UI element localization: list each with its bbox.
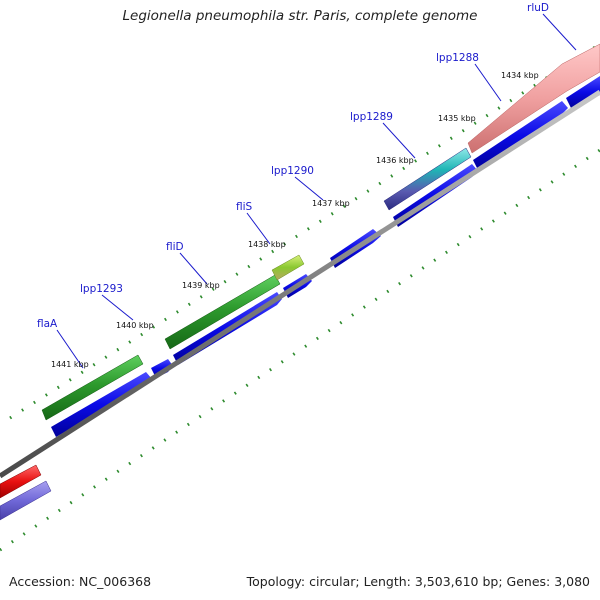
gene-bar-flaA[interactable] bbox=[41, 354, 144, 421]
outer-tick-row bbox=[9, 42, 600, 420]
scale-label-1436: 1436 kbp bbox=[376, 156, 414, 165]
cds-arrow-7[interactable] bbox=[473, 101, 568, 170]
gene-label-lpp1290[interactable]: lpp1290 bbox=[271, 165, 314, 177]
gene-label-flaA[interactable]: flaA bbox=[37, 318, 58, 330]
scale-label-1437: 1437 kbp bbox=[312, 199, 350, 208]
gene-label-lpp1293[interactable]: lpp1293 bbox=[80, 283, 123, 295]
cds-track bbox=[51, 76, 600, 437]
genome-summary-text: Topology: circular; Length: 3,503,610 bp… bbox=[246, 574, 590, 589]
accession-text: Accession: NC_006368 bbox=[9, 574, 152, 589]
gene-label-lpp1288[interactable]: lpp1288 bbox=[436, 52, 479, 64]
gene-label-fliS[interactable]: fliS bbox=[236, 201, 253, 213]
gene-bar-fliS[interactable] bbox=[271, 254, 305, 281]
scale-label-1438: 1438 kbp bbox=[248, 240, 286, 249]
scale-label-1435: 1435 kbp bbox=[438, 114, 476, 123]
gene-bar-purple[interactable] bbox=[0, 480, 52, 521]
cds-arrow-1[interactable] bbox=[51, 372, 152, 437]
gene-label-fliD[interactable]: fliD bbox=[166, 241, 184, 253]
gene-label-lpp1289[interactable]: lpp1289 bbox=[350, 111, 393, 123]
gene-bar-lpp1288[interactable] bbox=[467, 43, 600, 154]
gene-bar-red[interactable] bbox=[0, 464, 42, 499]
genome-backbone bbox=[0, 89, 600, 479]
map-title: Legionella pneumophila str. Paris, compl… bbox=[122, 8, 478, 24]
inner-tick-row bbox=[0, 148, 600, 552]
scale-label-1441: 1441 kbp bbox=[51, 360, 89, 369]
gene-bar-fliD[interactable] bbox=[164, 274, 281, 350]
scale-label-1434: 1434 kbp bbox=[501, 71, 539, 80]
cds-arrow-8[interactable] bbox=[566, 76, 600, 108]
gene-label-rluD[interactable]: rluD bbox=[527, 2, 549, 14]
gene-bar-lpp1289[interactable] bbox=[383, 147, 472, 211]
scale-label-1439: 1439 kbp bbox=[182, 281, 220, 290]
label-leaders bbox=[56, 13, 577, 369]
scale-label-1440: 1440 kbp bbox=[116, 321, 154, 330]
